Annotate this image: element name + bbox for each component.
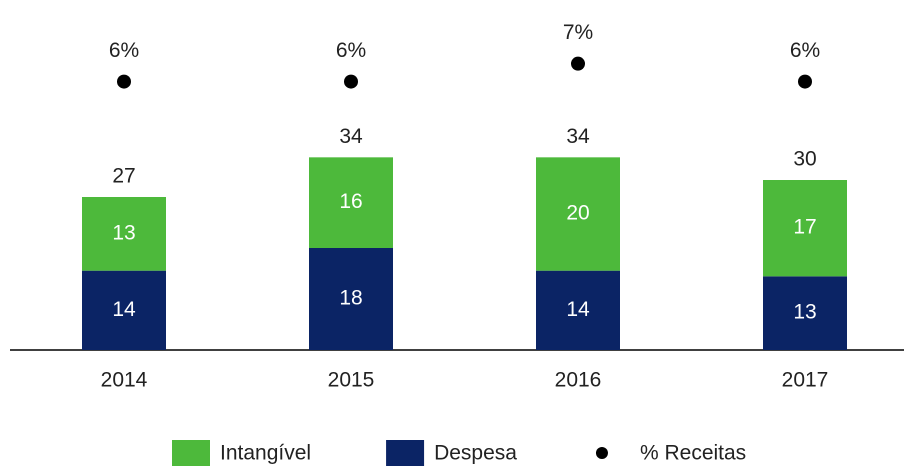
bar-segment bbox=[309, 157, 393, 248]
bar-segment bbox=[763, 180, 847, 277]
bar-segment bbox=[309, 248, 393, 350]
segment-label: 17 bbox=[793, 216, 816, 239]
legend-dot bbox=[595, 447, 608, 459]
x-tick-label: 2016 bbox=[555, 369, 602, 392]
total-label: 34 bbox=[339, 125, 363, 148]
x-tick-label: 2015 bbox=[328, 369, 375, 392]
segment-label: 14 bbox=[112, 298, 136, 321]
x-tick-label: 2014 bbox=[101, 369, 148, 392]
segment-label: 20 bbox=[566, 202, 589, 225]
bar-segment bbox=[82, 197, 166, 271]
legend-swatch bbox=[172, 440, 210, 466]
dot-label: 6% bbox=[109, 39, 139, 62]
segment-label: 13 bbox=[112, 221, 135, 244]
legend-label: Intangível bbox=[220, 442, 311, 465]
dot bbox=[117, 74, 131, 89]
legend-label: Despesa bbox=[434, 442, 517, 465]
bar-segment bbox=[536, 270, 620, 350]
bar-segment bbox=[763, 276, 847, 350]
x-tick-label: 2017 bbox=[782, 369, 829, 392]
dot-label: 7% bbox=[563, 21, 593, 44]
bar-segment bbox=[536, 157, 620, 271]
segment-label: 14 bbox=[566, 298, 590, 321]
bar-segment bbox=[82, 270, 166, 350]
dot bbox=[571, 56, 585, 71]
segment-label: 13 bbox=[793, 301, 816, 324]
legend-label: % Receitas bbox=[640, 442, 746, 465]
dot bbox=[798, 74, 812, 89]
total-label: 34 bbox=[566, 125, 590, 148]
total-label: 27 bbox=[112, 165, 135, 188]
dot bbox=[344, 74, 358, 89]
segment-label: 16 bbox=[339, 190, 362, 213]
total-label: 30 bbox=[793, 148, 816, 171]
dot-label: 6% bbox=[790, 39, 820, 62]
segment-label: 18 bbox=[339, 287, 362, 310]
legend-swatch bbox=[386, 440, 425, 466]
dot-label: 6% bbox=[336, 39, 366, 62]
